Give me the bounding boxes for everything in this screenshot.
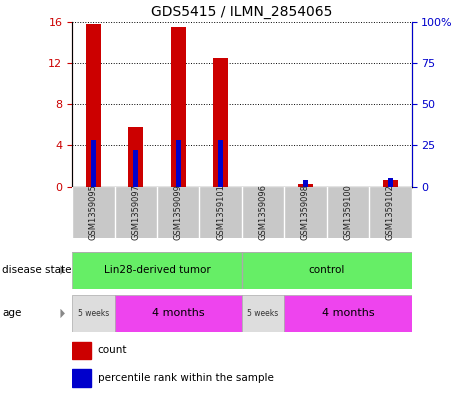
Polygon shape bbox=[60, 309, 65, 318]
Bar bbox=[114, 187, 157, 238]
Bar bbox=[242, 187, 284, 238]
Text: GSM1359098: GSM1359098 bbox=[301, 184, 310, 240]
Bar bbox=[171, 27, 186, 187]
Bar bbox=[213, 58, 228, 187]
Bar bbox=[72, 369, 91, 387]
Bar bbox=[303, 180, 308, 187]
Bar bbox=[91, 140, 96, 187]
Polygon shape bbox=[60, 266, 65, 275]
Text: Lin28-derived tumor: Lin28-derived tumor bbox=[104, 265, 210, 275]
Text: GSM1359102: GSM1359102 bbox=[386, 184, 395, 240]
Bar bbox=[176, 140, 181, 187]
Bar bbox=[157, 187, 199, 238]
Bar bbox=[284, 187, 326, 238]
Bar bbox=[242, 295, 284, 332]
Text: count: count bbox=[98, 345, 127, 356]
Text: GSM1359096: GSM1359096 bbox=[259, 184, 267, 240]
Text: 4 months: 4 months bbox=[152, 309, 205, 318]
Text: GSM1359097: GSM1359097 bbox=[131, 184, 140, 240]
Bar bbox=[369, 187, 412, 238]
Bar bbox=[72, 252, 242, 289]
Bar bbox=[383, 180, 398, 187]
Bar bbox=[388, 178, 393, 187]
Text: GSM1359099: GSM1359099 bbox=[173, 184, 183, 240]
Bar bbox=[218, 140, 223, 187]
Bar bbox=[242, 252, 412, 289]
Bar bbox=[114, 295, 242, 332]
Bar bbox=[326, 187, 369, 238]
Text: 5 weeks: 5 weeks bbox=[78, 309, 109, 318]
Bar bbox=[72, 295, 114, 332]
Bar bbox=[298, 184, 313, 187]
Bar bbox=[86, 24, 101, 187]
Bar bbox=[72, 342, 91, 360]
Text: 5 weeks: 5 weeks bbox=[247, 309, 279, 318]
Title: GDS5415 / ILMN_2854065: GDS5415 / ILMN_2854065 bbox=[151, 5, 332, 19]
Bar bbox=[133, 151, 138, 187]
Text: disease state: disease state bbox=[2, 265, 72, 275]
Text: control: control bbox=[308, 265, 345, 275]
Bar bbox=[72, 187, 114, 238]
Text: percentile rank within the sample: percentile rank within the sample bbox=[98, 373, 273, 382]
Text: age: age bbox=[2, 309, 22, 318]
Text: 4 months: 4 months bbox=[322, 309, 374, 318]
Bar bbox=[284, 295, 412, 332]
Text: GSM1359100: GSM1359100 bbox=[343, 184, 352, 240]
Bar bbox=[199, 187, 242, 238]
Text: GSM1359101: GSM1359101 bbox=[216, 184, 225, 240]
Text: GSM1359095: GSM1359095 bbox=[89, 184, 98, 240]
Bar bbox=[128, 127, 143, 187]
